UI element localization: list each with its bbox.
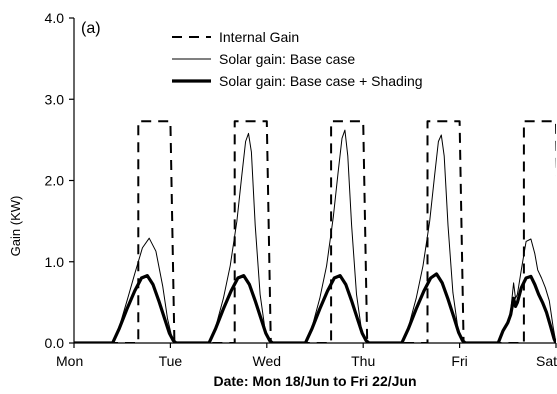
- solar-gain-base-case-line: [74, 129, 556, 343]
- legend-label-internal-gain: Internal Gain: [219, 29, 299, 45]
- y-axis-title: Gain (KW): [8, 196, 23, 257]
- x-tick-label: Mon: [56, 353, 83, 369]
- legend-label-base-case: Solar gain: Base case: [219, 51, 355, 67]
- x-tick-label: Sat: [536, 353, 557, 369]
- panel-label: (a): [81, 20, 101, 37]
- x-axis-ticks: Mon Tue Wed Thu Fri Sat: [56, 343, 557, 369]
- y-tick-label: 2.0: [45, 173, 65, 189]
- legend: Internal Gain Solar gain: Base case Sola…: [172, 29, 423, 89]
- y-tick-label: 4.0: [45, 10, 65, 26]
- internal-gain-line: [74, 120, 556, 343]
- x-tick-label: Tue: [159, 353, 183, 369]
- x-axis-title: Date: Mon 18/Jun to Fri 22/Jun: [213, 373, 416, 389]
- solar-gain-base-case-shading-line: [74, 272, 556, 343]
- y-tick-label: 3.0: [45, 91, 65, 107]
- legend-label-base-case-shading: Solar gain: Base case + Shading: [219, 73, 423, 89]
- series-layer: [74, 120, 556, 343]
- y-tick-label: 0.0: [45, 335, 65, 351]
- x-tick-label: Thu: [351, 353, 375, 369]
- y-tick-label: 1.0: [45, 254, 65, 270]
- x-tick-label: Fri: [451, 353, 467, 369]
- y-axis-ticks: 0.0 1.0 2.0 3.0 4.0: [45, 10, 74, 351]
- x-tick-label: Wed: [253, 353, 282, 369]
